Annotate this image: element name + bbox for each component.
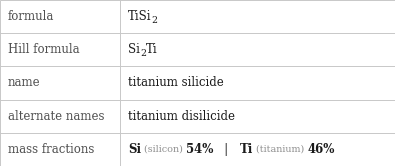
Text: (titanium): (titanium): [253, 145, 307, 154]
Text: Si: Si: [128, 143, 141, 156]
Text: Ti: Ti: [240, 143, 253, 156]
Text: |: |: [213, 143, 240, 156]
Text: titanium silicide: titanium silicide: [128, 77, 224, 89]
Text: Hill formula: Hill formula: [8, 43, 80, 56]
Text: 46%: 46%: [307, 143, 335, 156]
Text: (silicon): (silicon): [141, 145, 186, 154]
Text: alternate names: alternate names: [8, 110, 105, 123]
Text: TiSi: TiSi: [128, 10, 152, 23]
Text: 2: 2: [140, 49, 146, 58]
Text: mass fractions: mass fractions: [8, 143, 94, 156]
Text: titanium disilicide: titanium disilicide: [128, 110, 235, 123]
Text: name: name: [8, 77, 41, 89]
Text: formula: formula: [8, 10, 55, 23]
Text: Ti: Ti: [146, 43, 158, 56]
Text: 54%: 54%: [186, 143, 213, 156]
Text: 2: 2: [152, 16, 158, 25]
Text: Si: Si: [128, 43, 140, 56]
